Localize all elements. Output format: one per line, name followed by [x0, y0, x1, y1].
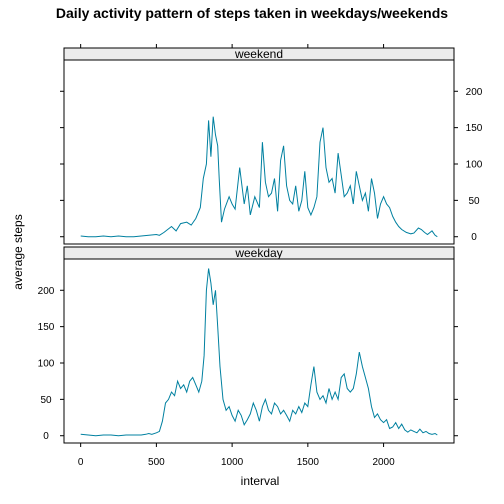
- chart-title: Daily activity pattern of steps taken in…: [56, 5, 448, 21]
- strip-label-weekend: weekend: [234, 47, 283, 61]
- series-line-weekend: [81, 117, 438, 237]
- y-axis-label: average steps: [11, 214, 25, 289]
- y-tick-label: 150: [38, 322, 55, 333]
- panel-weekend: weekend 0 50 100 150 200: [60, 47, 483, 244]
- x-axis-label: interval: [241, 474, 280, 488]
- panel-weekday: weekday 0 50 100 150 200: [38, 246, 458, 443]
- panel-frame-weekday: [64, 259, 454, 443]
- y-tick-label: 50: [468, 196, 480, 207]
- y-tick-label: 0: [43, 431, 49, 442]
- x-tick-label: 1000: [221, 457, 244, 468]
- y-tick-label: 150: [466, 123, 483, 134]
- x-tick-label: 1500: [297, 457, 320, 468]
- panel-frame-weekend: [64, 60, 454, 244]
- y-tick-label: 50: [40, 395, 52, 406]
- y-tick-label: 100: [38, 359, 55, 370]
- x-tick-label: 0: [78, 457, 84, 468]
- x-tick-label: 500: [148, 457, 165, 468]
- y-tick-label: 200: [38, 286, 55, 297]
- y-tick-label: 100: [466, 160, 483, 171]
- y-tick-label: 200: [466, 87, 483, 98]
- y-tick-label: 0: [471, 232, 477, 243]
- series-line-weekday: [81, 269, 438, 436]
- x-tick-label: 2000: [372, 457, 395, 468]
- strip-label-weekday: weekday: [234, 246, 282, 260]
